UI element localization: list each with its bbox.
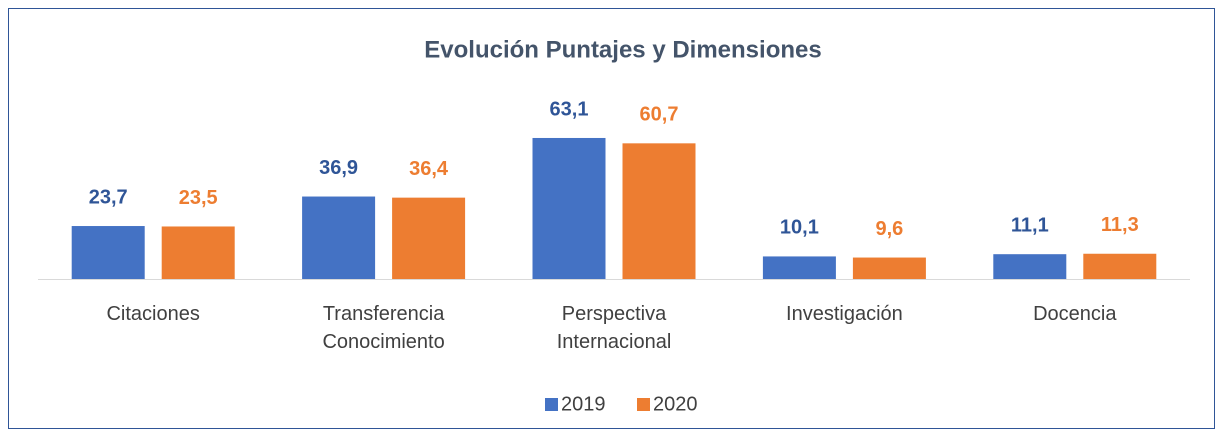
chart-border — [8, 8, 1215, 429]
legend-swatch — [637, 398, 650, 411]
bar — [762, 256, 836, 279]
bar — [392, 197, 466, 279]
data-label: 23,5 — [179, 187, 218, 209]
data-label: 10,1 — [780, 217, 819, 239]
bar — [532, 137, 606, 279]
bar — [71, 226, 145, 279]
data-label: 11,3 — [1101, 214, 1139, 236]
data-label: 9,6 — [875, 218, 903, 240]
bar — [993, 254, 1067, 279]
data-label: 23,7 — [89, 186, 128, 208]
data-label: 60,7 — [640, 104, 679, 126]
x-tick-label: Docencia — [1033, 303, 1117, 325]
bar — [1083, 253, 1157, 279]
legend-label: 2019 — [561, 393, 606, 415]
data-label: 36,9 — [319, 157, 358, 179]
bar — [302, 196, 376, 279]
x-tick-label: Transferencia Conocimiento — [322, 303, 445, 353]
x-tick-label: Perspectiva Internacional — [556, 303, 672, 353]
legend-label: 2020 — [653, 393, 698, 415]
data-label: 36,4 — [409, 158, 449, 180]
data-label: 11,1 — [1011, 214, 1049, 236]
data-label: 63,1 — [550, 98, 589, 120]
x-tick-label: Citaciones — [106, 303, 200, 325]
legend-swatch — [545, 398, 558, 411]
bar — [852, 257, 926, 279]
x-tick-label: Investigación — [786, 303, 903, 325]
bar — [622, 143, 696, 279]
bar — [161, 226, 235, 279]
chart-title: Evolución Puntajes y Dimensiones — [424, 36, 821, 63]
